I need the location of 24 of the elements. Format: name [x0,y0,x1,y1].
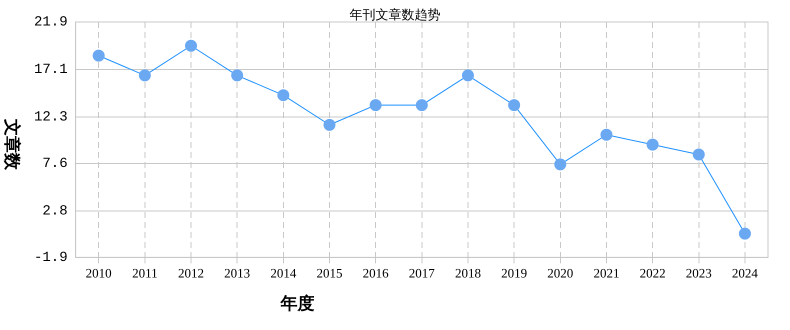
x-tick-label: 2016 [362,266,390,281]
y-tick-label: 7.6 [42,156,68,172]
y-tick-label: 21.9 [34,14,68,31]
x-tick-label: 2024 [732,266,758,281]
x-tick-label: 2020 [547,266,574,281]
x-tick-label: 2018 [454,266,481,281]
x-tick-label: 2013 [224,266,250,281]
x-tick-label: 2010 [86,266,112,281]
x-tick-label: 2023 [686,266,712,281]
x-tick-label: 2014 [270,266,297,281]
chart-title: 年刊文章数趋势 [350,7,440,22]
y-axis-title: 文章数 [2,118,22,172]
x-tick-label: 2022 [640,266,666,281]
x-tick-label: 2019 [501,266,528,281]
x-tick-label: 2012 [178,266,204,281]
x-tick-label: 2017 [408,266,436,281]
y-tick-label: 12.3 [34,110,68,126]
x-tick-label: 2021 [593,266,620,281]
x-axis-title: 年度 [279,293,316,315]
x-tick-label: 2015 [316,266,342,281]
y-tick-label: 17.1 [34,62,68,78]
y-tick-label: -1.9 [34,250,68,266]
y-tick-label: 2.8 [42,204,68,220]
x-tick-label: 2011 [132,266,158,281]
